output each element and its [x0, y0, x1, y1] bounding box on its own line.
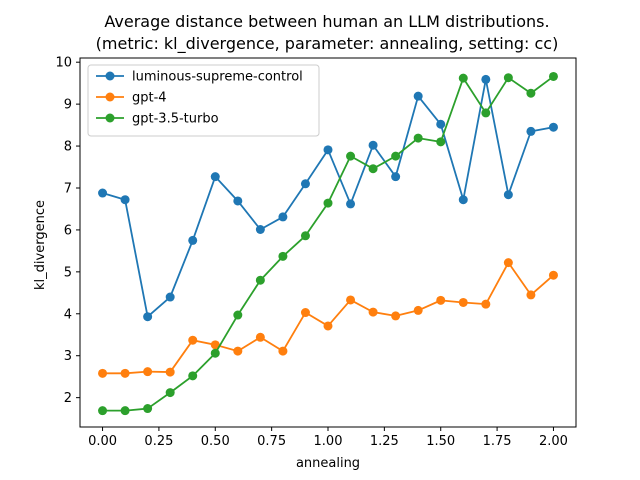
x-axis-label: annealing: [296, 456, 360, 471]
data-point-gpt-3.5-turbo: [143, 404, 153, 414]
data-point-luminous-supreme-control: [346, 199, 356, 209]
data-point-gpt-4: [526, 290, 536, 300]
x-tick-label: 0.75: [257, 434, 286, 449]
y-tick-label: 4: [64, 307, 72, 322]
x-tick-label: 1.25: [370, 434, 399, 449]
x-tick-label: 1.50: [426, 434, 455, 449]
data-point-luminous-supreme-control: [548, 122, 558, 132]
legend-marker-gpt-3.5-turbo: [105, 113, 115, 123]
data-point-gpt-4: [188, 335, 198, 345]
legend-label: gpt-4: [132, 91, 167, 106]
data-point-gpt-3.5-turbo: [436, 137, 446, 147]
data-point-luminous-supreme-control: [143, 312, 153, 322]
legend-marker-luminous-supreme-control: [105, 71, 115, 81]
data-point-luminous-supreme-control: [481, 74, 491, 84]
data-point-luminous-supreme-control: [98, 188, 108, 198]
chart-subtitle: (metric: kl_divergence, parameter: annea…: [96, 34, 559, 54]
data-point-luminous-supreme-control: [210, 172, 220, 182]
data-point-gpt-4: [233, 346, 243, 356]
data-point-luminous-supreme-control: [300, 179, 310, 189]
data-point-gpt-4: [458, 297, 468, 307]
data-point-luminous-supreme-control: [436, 119, 446, 129]
x-tick-label: 0.50: [201, 434, 230, 449]
data-point-gpt-4: [481, 299, 491, 309]
data-point-luminous-supreme-control: [503, 190, 513, 200]
data-point-luminous-supreme-control: [458, 195, 468, 205]
y-tick-label: 2: [64, 391, 72, 406]
y-tick-label: 6: [64, 223, 72, 238]
data-point-gpt-3.5-turbo: [391, 151, 401, 161]
data-point-gpt-3.5-turbo: [300, 231, 310, 241]
y-tick-label: 3: [64, 349, 72, 364]
y-tick-label: 8: [64, 140, 72, 155]
data-point-gpt-4: [98, 368, 108, 378]
data-point-gpt-3.5-turbo: [413, 133, 423, 143]
y-tick-label: 9: [64, 98, 72, 113]
data-point-luminous-supreme-control: [120, 195, 130, 205]
data-point-gpt-4: [436, 295, 446, 305]
data-point-gpt-4: [323, 321, 333, 331]
data-point-gpt-3.5-turbo: [526, 88, 536, 98]
y-tick-label: 10: [55, 56, 72, 71]
data-point-luminous-supreme-control: [323, 145, 333, 155]
x-tick-label: 1.75: [483, 434, 512, 449]
data-point-gpt-3.5-turbo: [233, 310, 243, 320]
y-axis-label: kl_divergence: [33, 200, 48, 290]
data-point-gpt-3.5-turbo: [503, 73, 513, 83]
chart-title: Average distance between human an LLM di…: [104, 12, 549, 31]
legend-marker-gpt-4: [105, 92, 115, 102]
data-point-gpt-4: [368, 307, 378, 317]
plot-frame: [79, 57, 577, 428]
data-point-gpt-3.5-turbo: [120, 406, 130, 416]
data-point-gpt-4: [346, 295, 356, 305]
data-point-gpt-4: [210, 340, 220, 350]
legend-label: gpt-3.5-turbo: [132, 112, 219, 127]
legend: luminous-supreme-control gpt-4 gpt-3.5-tur…: [87, 64, 320, 137]
data-point-luminous-supreme-control: [413, 91, 423, 101]
data-point-gpt-3.5-turbo: [188, 371, 198, 381]
data-point-gpt-4: [143, 367, 153, 377]
data-point-gpt-4: [255, 332, 265, 342]
data-point-gpt-4: [548, 270, 558, 280]
y-tick-label: 5: [64, 265, 72, 280]
data-point-gpt-4: [120, 368, 130, 378]
x-tick-label: 0.25: [144, 434, 173, 449]
data-point-gpt-3.5-turbo: [323, 198, 333, 208]
data-point-gpt-4: [503, 258, 513, 268]
data-point-gpt-3.5-turbo: [210, 348, 220, 358]
data-point-gpt-3.5-turbo: [165, 388, 175, 398]
data-point-gpt-3.5-turbo: [255, 275, 265, 285]
x-tick-label: 0.00: [88, 434, 117, 449]
data-point-gpt-4: [165, 367, 175, 377]
data-point-gpt-3.5-turbo: [368, 164, 378, 174]
x-tick-label: 1.00: [314, 434, 343, 449]
data-point-gpt-4: [413, 305, 423, 315]
plot-area: 0.00 0.25 0.50 0.75 1.00 1.25 1.50 1.75 2.00 2 3 4 5…: [55, 56, 577, 449]
data-point-luminous-supreme-control: [188, 235, 198, 245]
data-point-luminous-supreme-control: [391, 172, 401, 182]
data-point-gpt-3.5-turbo: [278, 251, 288, 261]
data-point-gpt-3.5-turbo: [481, 108, 491, 118]
data-point-gpt-3.5-turbo: [548, 71, 558, 81]
legend-label: luminous-supreme-control: [132, 70, 303, 85]
data-point-gpt-3.5-turbo: [458, 73, 468, 83]
data-point-luminous-supreme-control: [165, 292, 175, 302]
data-point-luminous-supreme-control: [526, 126, 536, 136]
data-point-luminous-supreme-control: [278, 212, 288, 222]
data-point-gpt-3.5-turbo: [98, 406, 108, 416]
data-point-luminous-supreme-control: [255, 225, 265, 235]
legend-box: [87, 64, 320, 137]
data-point-gpt-4: [278, 346, 288, 356]
data-point-luminous-supreme-control: [368, 140, 378, 150]
y-tick-label: 7: [64, 181, 72, 196]
data-point-gpt-3.5-turbo: [346, 151, 356, 161]
data-point-gpt-4: [300, 308, 310, 318]
data-point-gpt-4: [391, 311, 401, 321]
x-tick-label: 2.00: [539, 434, 568, 449]
data-point-luminous-supreme-control: [233, 196, 243, 206]
